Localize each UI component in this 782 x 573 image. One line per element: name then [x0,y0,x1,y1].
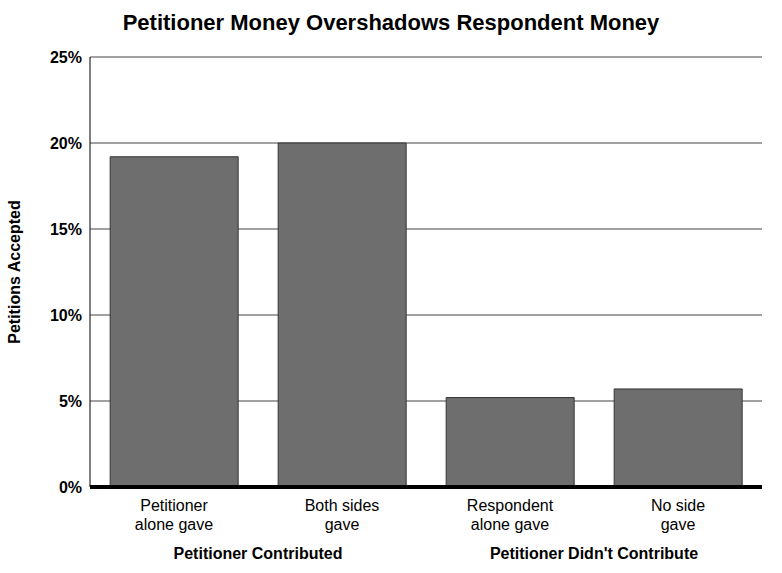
svg-text:15%: 15% [50,221,82,238]
svg-text:alone gave: alone gave [471,516,549,533]
svg-text:5%: 5% [59,393,82,410]
svg-text:alone gave: alone gave [135,516,213,533]
svg-text:Respondent: Respondent [467,497,554,514]
svg-text:Petitions Accepted: Petitions Accepted [6,200,23,343]
svg-text:Petitioner Contributed: Petitioner Contributed [174,545,343,562]
svg-text:0%: 0% [59,479,82,496]
svg-text:20%: 20% [50,135,82,152]
html-text:Petitioner Money Overshadows R: Petitioner Money Overshadows Respondent … [122,10,660,35]
svg-text:25%: 25% [50,49,82,66]
svg-text:Petitioner Didn't Contribute: Petitioner Didn't Contribute [490,545,698,562]
svg-text:gave: gave [661,516,696,533]
svg-text:10%: 10% [50,307,82,324]
svg-text:No side: No side [651,497,705,514]
svg-text:gave: gave [325,516,360,533]
svg-text:Petitioner: Petitioner [140,497,208,514]
svg-text:Both sides: Both sides [305,497,380,514]
